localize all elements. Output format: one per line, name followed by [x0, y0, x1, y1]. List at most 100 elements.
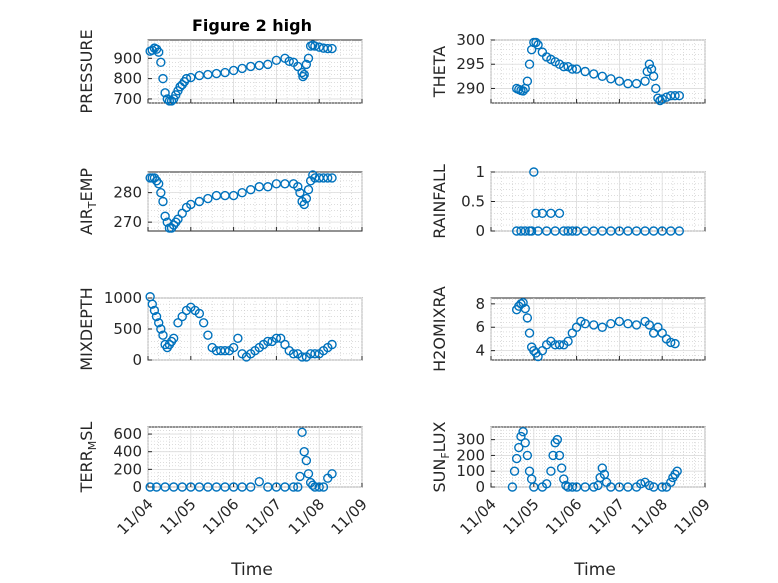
data-point: [597, 71, 607, 82]
data-point: [644, 59, 655, 69]
y-axis-label: PRESSURE: [77, 29, 96, 113]
data-point: [181, 73, 192, 84]
x-tick-label: 11/06: [542, 495, 585, 538]
data-point: [674, 226, 685, 236]
data-point: [303, 469, 314, 479]
data-point: [531, 37, 541, 48]
data-point: [298, 71, 308, 82]
data-point: [623, 319, 633, 329]
data-point: [156, 57, 166, 68]
data-point: [648, 71, 659, 82]
data-point: [220, 67, 230, 78]
y-tick-label: 290: [456, 79, 485, 97]
data-point: [507, 482, 518, 492]
y-tick-label: 200: [113, 460, 142, 478]
y-axis-label: AIRTEMP: [77, 168, 99, 235]
y-axis-label: SUNFLUX: [430, 421, 452, 492]
data-point: [589, 69, 599, 79]
x-tick-label: 11/07: [585, 495, 628, 538]
data-point: [145, 482, 155, 492]
x-tick-label: 11/05: [499, 495, 542, 538]
x-tick-label: 11/09: [671, 495, 714, 538]
data-point: [529, 167, 539, 177]
data-point: [220, 346, 230, 356]
y-axis-label: TERRMSL: [77, 422, 99, 494]
data-point: [295, 187, 305, 198]
data-point: [531, 208, 541, 219]
data-point: [561, 480, 571, 491]
y-tick-label: 0: [132, 478, 142, 496]
y-tick-label: 800: [113, 70, 142, 88]
data-point: [246, 184, 256, 195]
data-point: [194, 196, 205, 207]
data-point: [554, 450, 565, 461]
data-point: [228, 342, 239, 353]
data-point: [511, 453, 522, 464]
data-point: [297, 352, 307, 362]
x-axis-label-left: Time: [230, 560, 273, 580]
data-point: [533, 40, 543, 50]
data-point: [327, 43, 337, 54]
data-point: [263, 59, 273, 70]
data-point: [237, 187, 247, 198]
data-point: [520, 226, 530, 236]
data-point: [310, 41, 320, 51]
data-point: [162, 94, 172, 104]
data-point: [271, 55, 282, 66]
data-point: [203, 193, 213, 204]
data-point: [670, 91, 680, 101]
x-tick-label: 11/09: [328, 495, 371, 538]
data-point: [160, 211, 170, 221]
figure-title: Figure 2 high: [192, 16, 312, 35]
data-point: [644, 480, 655, 491]
y-tick-label: 300: [456, 31, 485, 49]
data-point: [323, 173, 333, 183]
data-point: [153, 47, 164, 57]
data-point: [263, 182, 273, 192]
data-point: [631, 320, 642, 330]
data-point: [556, 463, 567, 473]
data-point: [293, 482, 303, 492]
data-point: [194, 308, 205, 319]
data-point: [606, 74, 616, 84]
y-tick-label: 6: [475, 318, 485, 336]
data-point: [674, 91, 685, 101]
data-point: [299, 69, 309, 80]
y-tick-label: 600: [113, 425, 142, 443]
data-point: [303, 53, 314, 63]
subplot-mixdepth: 0 500 1000 MIXDEPTH: [77, 287, 363, 371]
data-point: [518, 297, 528, 308]
data-point: [606, 319, 616, 329]
data-point: [559, 61, 569, 72]
data-point: [295, 471, 305, 482]
y-axis-label: RAINFALL: [430, 164, 449, 239]
data-point: [559, 474, 569, 484]
data-point: [518, 427, 528, 437]
data-point: [275, 333, 286, 343]
data-point: [580, 66, 590, 77]
data-point: [666, 337, 676, 348]
data-point: [288, 349, 299, 359]
y-tick-label: 400: [113, 443, 142, 461]
data-point: [158, 330, 168, 340]
data-point: [552, 434, 563, 445]
data-point: [666, 477, 676, 487]
data-point: [166, 96, 177, 106]
data-point: [310, 349, 320, 359]
subplot-theta: 290 295 300 THETA: [430, 31, 706, 106]
data-point: [158, 196, 168, 207]
data-point: [670, 338, 680, 349]
y-tick-label: 700: [113, 90, 142, 108]
data-point: [314, 482, 324, 492]
data-point: [554, 208, 565, 219]
data-point: [640, 76, 650, 86]
y-tick-label: 300: [456, 431, 485, 449]
x-tick-label: 11/08: [285, 495, 328, 538]
data-point: [327, 173, 337, 183]
data-point: [160, 88, 170, 98]
data-point: [297, 67, 307, 78]
y-tick-label: 8: [475, 295, 485, 313]
data-point: [597, 463, 607, 473]
